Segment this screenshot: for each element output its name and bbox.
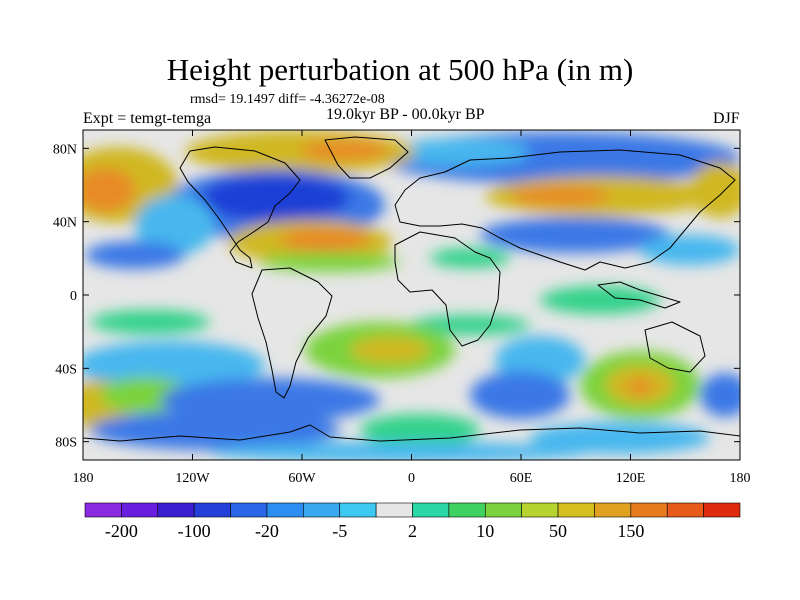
colorbar-swatch	[521, 502, 559, 518]
height-perturbation-field	[83, 130, 740, 460]
colorbar-swatch	[484, 502, 522, 518]
x-tick-label: 180	[73, 471, 94, 486]
colorbar-label: 2	[408, 521, 417, 541]
colorbar-swatch	[557, 502, 595, 518]
coastline-maritime-continent	[597, 281, 681, 309]
colorbar-label: -200	[105, 521, 138, 541]
y-tick-label: 40S	[55, 362, 77, 377]
x-tick-label: 120W	[175, 471, 210, 486]
coastline-africa	[394, 231, 501, 347]
x-tick-label: 180	[730, 471, 751, 486]
colorbar-label: 50	[549, 521, 567, 541]
coastline-antarctica	[83, 424, 740, 442]
contour-fills	[83, 130, 740, 460]
colorbar-swatch	[230, 502, 268, 518]
colorbar-swatch	[193, 502, 231, 518]
colorbar-swatch	[266, 502, 304, 518]
colorbar: -200 -100 -20 -5 2 10 50 150	[84, 502, 741, 541]
colorbar-swatch	[157, 502, 195, 518]
y-tick-label: 0	[70, 289, 77, 304]
y-tick-label: 80S	[55, 436, 77, 451]
coastlines	[83, 136, 740, 442]
colorbar-swatch	[303, 502, 341, 518]
colorbar-label: -20	[255, 521, 279, 541]
colorbar-swatch	[594, 502, 632, 518]
colorbar-label: -100	[178, 521, 211, 541]
colorbar-label: 150	[617, 521, 644, 541]
coastline-south-america	[251, 267, 333, 399]
map-title: Height perturbation at 500 hPa (in m)	[166, 52, 634, 87]
coastline-eurasia	[394, 149, 736, 271]
colorbar-swatch	[84, 502, 122, 518]
colorbar-swatch	[121, 502, 159, 518]
colorbar-swatch	[412, 502, 450, 518]
colorbar-swatch	[703, 502, 741, 518]
colorbar-label: -5	[332, 521, 347, 541]
rmsd-diff-stats: rmsd= 19.1497 diff= -4.36272e-08	[190, 92, 385, 107]
colorbar-swatch	[448, 502, 486, 518]
colorbar-swatch	[375, 502, 413, 518]
y-tick-label: 40N	[53, 216, 77, 231]
colorbar-label: 10	[476, 521, 494, 541]
y-tick-label: 80N	[53, 142, 77, 157]
season-label: DJF	[713, 110, 740, 127]
period-label: 19.0kyr BP - 00.0kyr BP	[326, 106, 485, 123]
coastline-australia	[644, 321, 706, 373]
colorbar-swatch	[339, 502, 377, 518]
x-tick-label: 60E	[510, 471, 533, 486]
x-tick-label: 0	[408, 471, 415, 486]
x-tick-label: 60W	[288, 471, 316, 486]
coastline-north-america	[179, 146, 301, 269]
x-tick-label: 120E	[616, 471, 646, 486]
colorbar-swatch	[630, 502, 668, 518]
colorbar-swatch	[666, 502, 704, 518]
map-axes: 180 120W 60W 0 60E 120E 180 80N 40N 0 40S 80S	[53, 130, 751, 486]
coastline-greenland	[324, 136, 409, 179]
experiment-label: Expt = temgt-temga	[83, 110, 212, 127]
